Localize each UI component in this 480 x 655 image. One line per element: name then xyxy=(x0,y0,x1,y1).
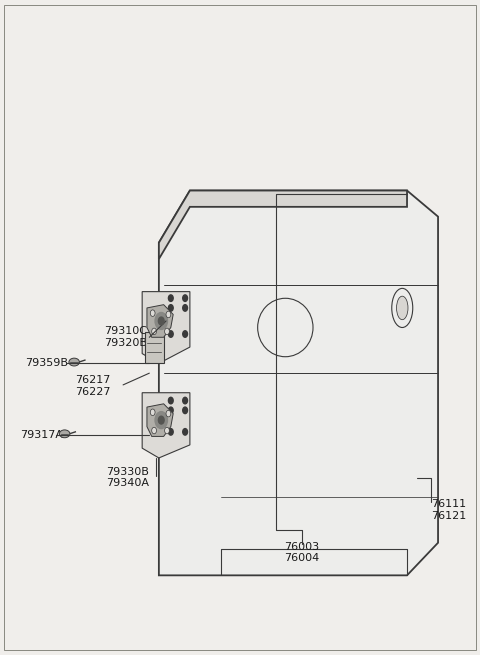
Circle shape xyxy=(152,427,156,434)
Circle shape xyxy=(158,317,164,325)
Circle shape xyxy=(183,428,188,435)
Text: 79310C
79320B: 79310C 79320B xyxy=(104,326,147,348)
Polygon shape xyxy=(147,305,173,337)
Text: 79330B
79340A: 79330B 79340A xyxy=(107,467,149,489)
Text: 79359B: 79359B xyxy=(25,358,68,368)
Circle shape xyxy=(183,398,188,404)
Polygon shape xyxy=(159,191,438,575)
Text: 76003
76004: 76003 76004 xyxy=(285,542,320,563)
Circle shape xyxy=(166,410,171,417)
Circle shape xyxy=(183,407,188,413)
Circle shape xyxy=(155,312,168,329)
Ellipse shape xyxy=(69,358,79,366)
Text: 79317A: 79317A xyxy=(21,430,63,440)
Circle shape xyxy=(168,331,173,337)
Polygon shape xyxy=(142,291,190,364)
Circle shape xyxy=(168,428,173,435)
Circle shape xyxy=(168,305,173,311)
Ellipse shape xyxy=(396,296,408,320)
Circle shape xyxy=(168,398,173,404)
Circle shape xyxy=(168,407,173,413)
Polygon shape xyxy=(159,191,407,259)
Bar xyxy=(144,332,164,364)
Polygon shape xyxy=(147,404,173,436)
Ellipse shape xyxy=(60,430,70,438)
Circle shape xyxy=(168,295,173,301)
Text: 76111
76121: 76111 76121 xyxy=(431,499,466,521)
Ellipse shape xyxy=(258,298,313,357)
Circle shape xyxy=(166,311,171,318)
Circle shape xyxy=(150,310,155,316)
Circle shape xyxy=(152,328,156,335)
Polygon shape xyxy=(142,393,190,458)
Text: 76217
76227: 76217 76227 xyxy=(75,375,111,397)
Circle shape xyxy=(150,409,155,415)
Circle shape xyxy=(183,295,188,301)
Circle shape xyxy=(183,305,188,311)
Circle shape xyxy=(165,427,169,434)
Circle shape xyxy=(183,331,188,337)
Circle shape xyxy=(165,328,169,335)
Circle shape xyxy=(155,411,168,428)
Ellipse shape xyxy=(392,288,413,328)
Circle shape xyxy=(158,416,164,424)
